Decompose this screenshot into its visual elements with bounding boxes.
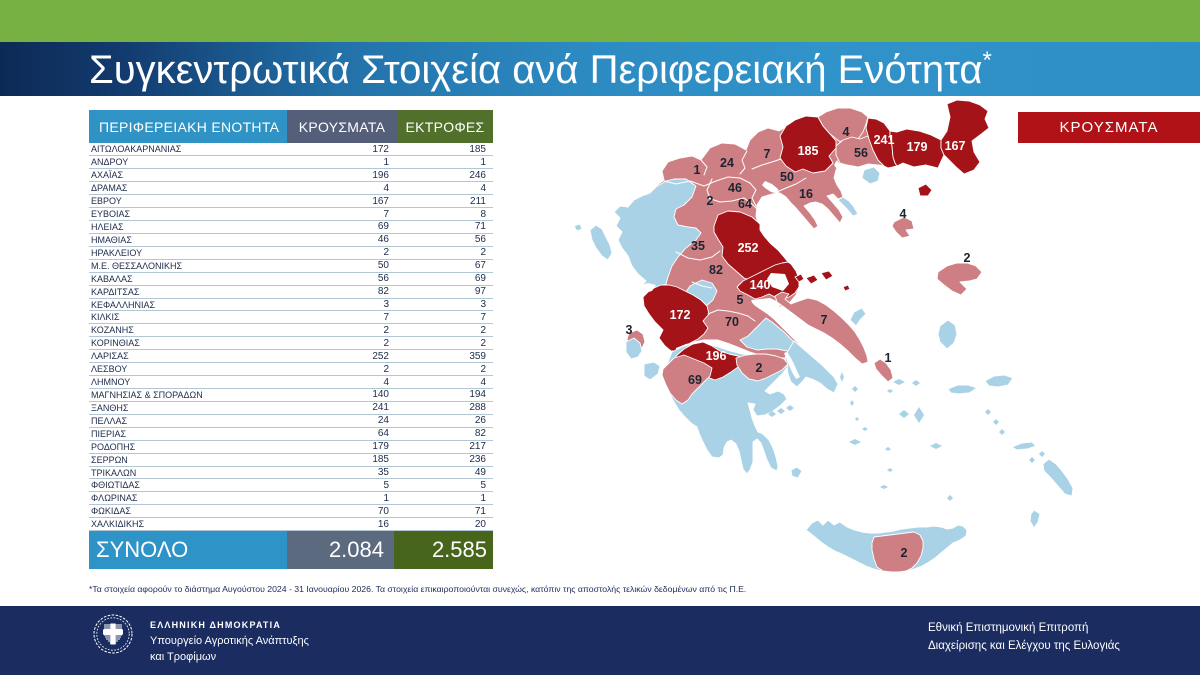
svg-text:46: 46 [728,181,742,195]
svg-text:64: 64 [738,197,752,211]
svg-text:69: 69 [688,373,702,387]
svg-text:252: 252 [738,241,759,255]
svg-text:56: 56 [854,146,868,160]
svg-text:35: 35 [691,239,705,253]
svg-text:3: 3 [626,323,633,337]
svg-text:2: 2 [901,546,908,560]
svg-text:82: 82 [709,263,723,277]
svg-text:2: 2 [707,194,714,208]
svg-text:7: 7 [764,147,771,161]
svg-text:140: 140 [750,278,771,292]
svg-text:50: 50 [780,170,794,184]
svg-text:167: 167 [945,139,966,153]
svg-text:241: 241 [874,133,895,147]
svg-text:172: 172 [670,308,691,322]
svg-text:2: 2 [964,251,971,265]
svg-text:24: 24 [720,156,734,170]
svg-text:4: 4 [900,207,907,221]
svg-text:1: 1 [694,163,701,177]
svg-text:185: 185 [798,144,819,158]
svg-text:1: 1 [885,351,892,365]
svg-text:5: 5 [737,293,744,307]
svg-text:179: 179 [907,140,928,154]
svg-text:196: 196 [706,349,727,363]
svg-text:16: 16 [799,187,813,201]
svg-text:70: 70 [725,315,739,329]
svg-text:7: 7 [821,313,828,327]
svg-text:2: 2 [756,361,763,375]
svg-text:4: 4 [843,125,850,139]
